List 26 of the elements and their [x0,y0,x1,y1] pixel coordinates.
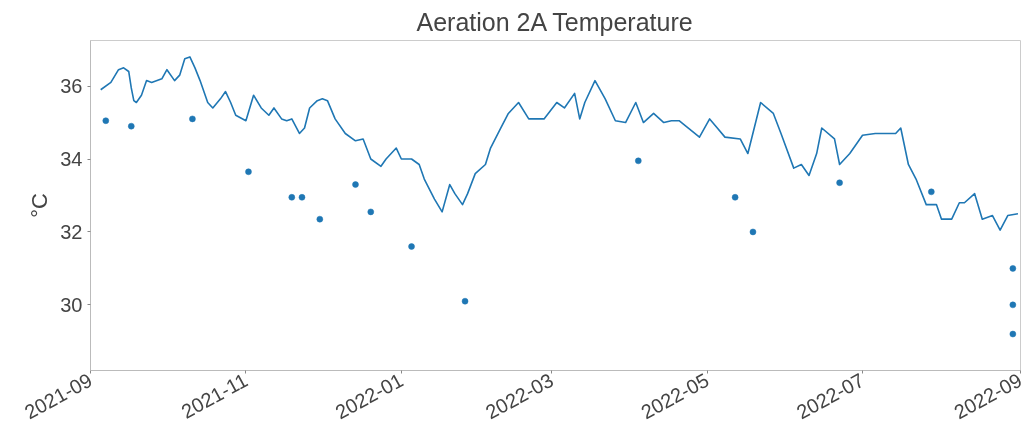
point [408,243,415,250]
point [189,115,196,123]
point [928,188,935,196]
point [298,194,306,201]
line-series [99,56,1019,231]
y-tick-label: 32 [60,220,83,243]
point [367,208,375,216]
point [316,215,324,223]
point [749,228,757,236]
chart-title: Aeration 2A Temperature [416,7,693,36]
point [731,194,739,201]
point [288,194,296,201]
point [128,122,135,130]
point [836,179,843,186]
y-tick-label: 30 [60,293,83,316]
point [245,168,252,176]
y-tick-label: 36 [60,75,83,98]
point [635,157,642,165]
point [102,117,110,124]
y-axis-title: °C [27,193,53,218]
point [1009,330,1017,338]
y-tick-label: 34 [60,148,83,171]
point [1009,301,1017,309]
point [461,297,469,305]
point [352,181,359,188]
point [1009,265,1017,272]
